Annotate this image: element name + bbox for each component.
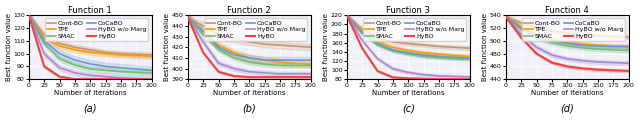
- Title: Function 1: Function 1: [68, 5, 112, 15]
- Legend: Cont-BO, TPE, SMAC, CoCaBO, HyBO w/o Marg, HyBO: Cont-BO, TPE, SMAC, CoCaBO, HyBO w/o Mar…: [522, 18, 625, 41]
- X-axis label: Number of Iterations: Number of Iterations: [531, 90, 604, 96]
- Title: Function 3: Function 3: [387, 5, 430, 15]
- X-axis label: Number of Iterations: Number of Iterations: [54, 90, 127, 96]
- Title: Function 2: Function 2: [227, 5, 271, 15]
- Text: (b): (b): [243, 104, 256, 113]
- Text: (c): (c): [402, 104, 415, 113]
- Y-axis label: Best function value: Best function value: [164, 13, 170, 81]
- Y-axis label: Best function value: Best function value: [6, 13, 12, 81]
- Title: Function 4: Function 4: [545, 5, 589, 15]
- Legend: Cont-BO, TPE, SMAC, CoCaBO, HyBO w/o Marg, HyBO: Cont-BO, TPE, SMAC, CoCaBO, HyBO w/o Mar…: [204, 18, 307, 41]
- Y-axis label: Best function value: Best function value: [323, 13, 330, 81]
- Y-axis label: Best function value: Best function value: [483, 13, 488, 81]
- X-axis label: Number of Iterations: Number of Iterations: [213, 90, 285, 96]
- Legend: Cont-BO, TPE, SMAC, CoCaBO, HyBO w/o Marg, HyBO: Cont-BO, TPE, SMAC, CoCaBO, HyBO w/o Mar…: [45, 18, 148, 41]
- X-axis label: Number of Iterations: Number of Iterations: [372, 90, 444, 96]
- Text: (d): (d): [561, 104, 574, 113]
- Legend: Cont-BO, TPE, SMAC, CoCaBO, HyBO w/o Marg, HyBO: Cont-BO, TPE, SMAC, CoCaBO, HyBO w/o Mar…: [363, 18, 467, 41]
- Text: (a): (a): [83, 104, 97, 113]
